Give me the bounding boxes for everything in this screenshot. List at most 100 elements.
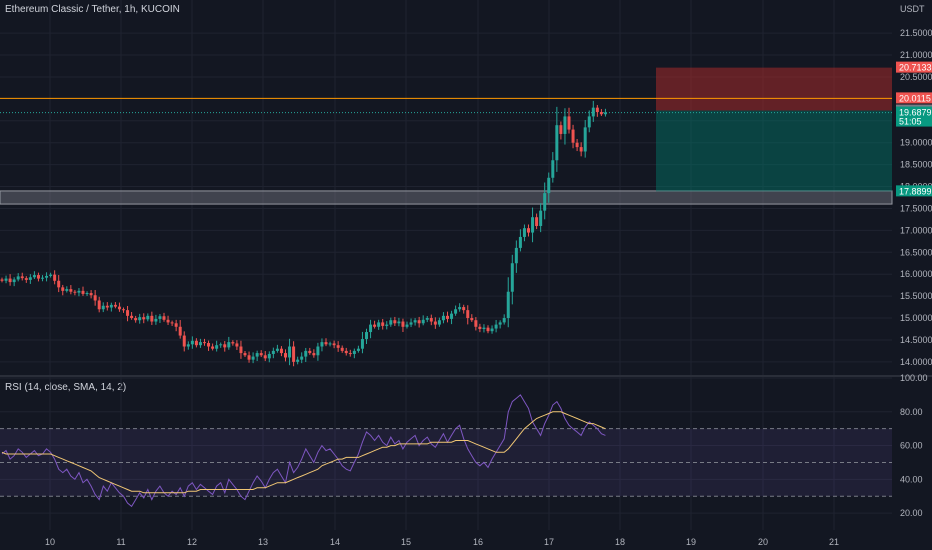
candle-body: [45, 275, 49, 278]
candle-body: [28, 277, 32, 280]
candle-body: [539, 210, 543, 226]
price-tick-label: 15.5000: [900, 291, 932, 301]
candle-body: [559, 125, 563, 134]
candle-body: [263, 355, 267, 359]
axes: 21.500021.000020.500019.500019.000018.50…: [45, 28, 932, 547]
price-tick-label: 14.0000: [900, 357, 932, 367]
candle-body: [603, 112, 607, 115]
candle-body: [36, 275, 40, 279]
price-tick-label: 16.0000: [900, 269, 932, 279]
candle-body: [247, 355, 251, 360]
candle-body: [466, 310, 470, 319]
candle-body: [543, 193, 547, 211]
price-tick-label: 14.5000: [900, 335, 932, 345]
time-tick-label: 14: [330, 537, 340, 547]
candle-body: [57, 280, 61, 288]
candle-body: [567, 116, 571, 130]
candle-body: [215, 345, 219, 349]
candle-body: [259, 353, 263, 356]
candle-body: [284, 353, 287, 358]
chart-title: Ethereum Classic / Tether, 1h, KUCOIN: [5, 4, 180, 15]
candle-body: [535, 217, 539, 226]
price-tick-label: 17.5000: [900, 203, 932, 213]
rsi-ma-line: [1, 411, 606, 494]
candle-body: [105, 305, 109, 308]
candle-body: [279, 348, 283, 354]
price-tick-label: 16.5000: [900, 247, 932, 257]
candle-body: [324, 342, 328, 345]
rsi-tick-label: 100.00: [900, 373, 928, 383]
rsi-panel: [0, 394, 892, 508]
rsi-tick-label: 60.00: [900, 441, 923, 451]
candle-body: [356, 348, 360, 351]
candle-body: [130, 315, 134, 319]
candle-body: [571, 129, 575, 143]
price-badge-label: 19.6879: [899, 108, 932, 118]
candle-body: [89, 293, 93, 296]
time-tick-label: 15: [401, 537, 411, 547]
candle-body: [211, 346, 215, 349]
candle-body: [591, 107, 595, 117]
price-unit: USDT: [900, 4, 925, 14]
candle-body: [555, 125, 559, 161]
candle-body: [312, 353, 316, 356]
candle-body: [421, 319, 425, 324]
candle-body: [162, 316, 166, 320]
candle-body: [117, 306, 121, 310]
rsi-tick-label: 20.00: [900, 508, 923, 518]
candle-body: [587, 116, 591, 128]
candle-body: [77, 290, 81, 293]
candle-body: [142, 317, 146, 320]
candle-body: [389, 320, 393, 325]
price-tick-label: 20.5000: [900, 72, 932, 82]
candle-body: [69, 289, 73, 292]
support-zone: [0, 190, 893, 205]
candle-body: [470, 318, 474, 321]
time-tick-label: 18: [615, 537, 625, 547]
rsi-tick-label: 40.00: [900, 474, 923, 484]
candle-body: [308, 350, 312, 354]
candle-body: [126, 310, 130, 316]
rsi-title[interactable]: RSI (14, close, SMA, 14, 2): [5, 382, 127, 393]
candle-body: [304, 350, 308, 357]
candle-body: [154, 318, 158, 322]
price-tick-label: 17.0000: [900, 225, 932, 235]
candle-body: [292, 346, 296, 362]
candle-body: [369, 324, 373, 333]
candle-body: [0, 279, 4, 281]
price-tick-label: 15.0000: [900, 313, 932, 323]
candle-body: [405, 324, 409, 327]
candle-body: [122, 309, 125, 311]
candle-body: [4, 278, 8, 281]
candle-body: [178, 326, 182, 336]
candle-body: [417, 320, 421, 324]
candle-body: [385, 324, 389, 326]
candle-body: [190, 340, 194, 345]
candle-body: [170, 322, 174, 324]
candle-body: [158, 316, 162, 319]
candle-body: [599, 112, 603, 115]
candle-body: [563, 116, 567, 134]
candle-body: [186, 344, 190, 347]
candle-body: [146, 315, 150, 320]
candle-body: [316, 346, 320, 356]
candle-body: [458, 307, 462, 310]
rsi-line: [1, 394, 606, 508]
candle-body: [267, 353, 271, 359]
time-tick-label: 13: [258, 537, 268, 547]
candles: [0, 100, 607, 367]
candle-body: [340, 347, 344, 351]
candle-body: [109, 304, 113, 308]
price-badge-label: 20.7133: [899, 63, 932, 73]
candle-body: [227, 342, 231, 348]
price-badge: [896, 106, 932, 127]
candle-body: [93, 295, 97, 301]
candle-body: [235, 343, 239, 347]
price-badge: [896, 92, 932, 104]
candle-body: [437, 320, 441, 325]
candle-body: [518, 236, 522, 248]
candle-body: [527, 228, 530, 233]
time-tick-label: 12: [187, 537, 197, 547]
candle-body: [300, 356, 304, 360]
